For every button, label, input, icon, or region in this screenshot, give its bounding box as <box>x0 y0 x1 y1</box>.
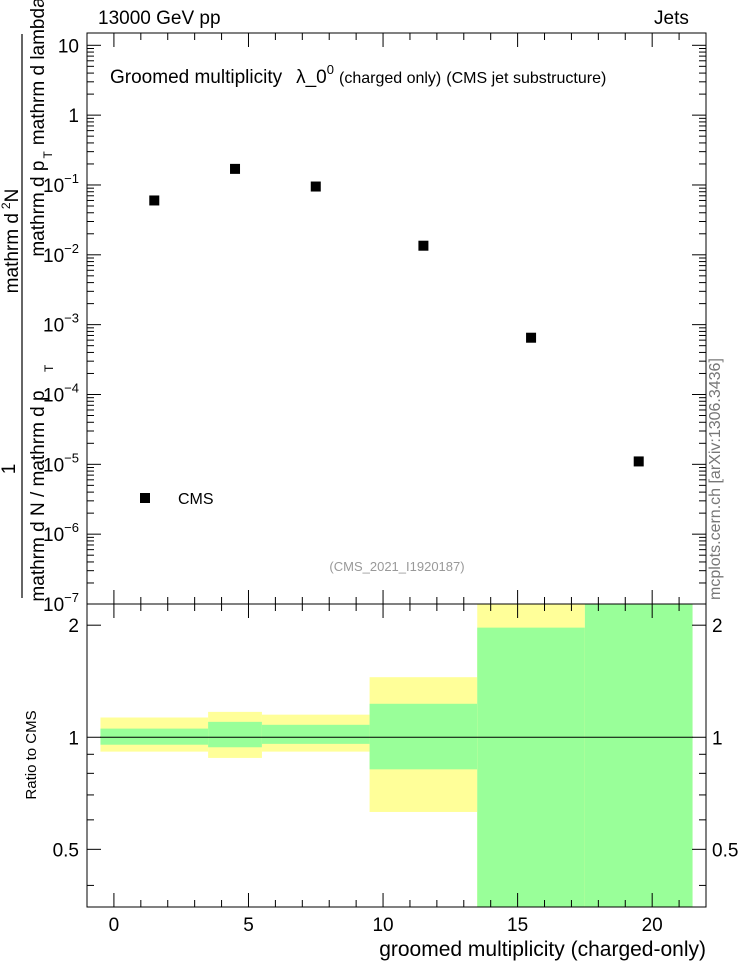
title-superscript: 0 <box>327 62 334 77</box>
ylabel-denominator: mathrm d N / mathrm d p <box>28 390 49 601</box>
ratio-bands <box>100 604 693 907</box>
ratio-x-tick-label: 10 <box>372 915 393 936</box>
ratio-x-tick-label: 0 <box>109 915 120 936</box>
stat-band-5 <box>584 604 693 907</box>
ratio-y-tick-label-right: 2 <box>712 616 723 637</box>
plot-title: Groomed multiplicity λ_00 (charged only) (C… <box>110 62 606 88</box>
ratio-x-tick-label: 15 <box>507 915 528 936</box>
data-point <box>633 456 644 467</box>
data-point <box>149 195 160 206</box>
title-small-text: (charged only) <box>339 70 441 87</box>
stat-band-0 <box>100 728 209 745</box>
ratio-y-tick-label-right: 0.5 <box>712 840 738 861</box>
main-plot-frame <box>86 32 707 605</box>
data-point <box>526 332 537 343</box>
main-y-axis-label: 1 mathrm d2N mathrm d pTmathrm d lambda … <box>0 0 56 602</box>
ylabel-tail: mathrm d pTmathrm d lambda <box>28 0 55 257</box>
data-markers <box>149 163 644 467</box>
y-tick-label: 10−6 <box>43 520 79 546</box>
data-point <box>310 181 321 192</box>
ratio-x-axis-label: groomed multiplicity (charged-only) <box>379 938 706 961</box>
y-tick-label: 10−3 <box>43 311 79 337</box>
title-text: Groomed multiplicity <box>110 67 283 88</box>
legend-marker <box>140 493 150 503</box>
ratio-axes: 0 5 10 15 20 0.5 0.5 1 1 2 2 <box>53 604 738 936</box>
ylabel-numerator: mathrm d2N <box>0 189 23 294</box>
data-point <box>418 240 429 251</box>
y-tick-label: 1 <box>68 106 79 127</box>
stat-band-1 <box>208 721 262 748</box>
title-tail-text: (CMS jet substructure) <box>446 70 606 87</box>
data-point <box>230 163 241 174</box>
ratio-x-tick-label: 5 <box>243 915 254 936</box>
y-tick-label: 10−2 <box>43 241 79 267</box>
ratio-x-tick-label: 20 <box>642 915 663 936</box>
ylabel-prefix: 1 <box>0 464 20 475</box>
legend-label: CMS <box>178 491 214 508</box>
ratio-plot-frame <box>86 603 707 908</box>
y-tick-label: 10−4 <box>43 380 79 406</box>
ratio-y-axis-label: Ratio to CMS <box>23 710 40 799</box>
title-symbol: λ_0 <box>296 67 327 88</box>
y-tick-label: 10−7 <box>43 590 79 616</box>
ratio-y-tick-label-right: 1 <box>712 728 723 749</box>
stat-band-4 <box>477 627 585 907</box>
ratio-y-tick-label: 0.5 <box>53 840 79 861</box>
energy-label: 13000 GeV pp <box>98 8 221 29</box>
stat-band-2 <box>261 724 370 744</box>
ylabel-denominator-sub: T <box>42 364 56 372</box>
ratio-y-tick-label: 2 <box>68 616 79 637</box>
process-label: Jets <box>654 8 689 29</box>
stat-band-3 <box>369 703 478 770</box>
y-tick-label: 10 <box>58 36 79 57</box>
main-axes: 10 1 10−1 10−2 10−3 10−4 10−5 10−6 10−7 <box>43 33 707 616</box>
watermark-label: (CMS_2021_I1920187) <box>329 559 464 574</box>
y-tick-label: 10−5 <box>43 450 79 476</box>
y-tick-label: 10−1 <box>43 171 79 197</box>
ratio-y-tick-label: 1 <box>68 728 79 749</box>
